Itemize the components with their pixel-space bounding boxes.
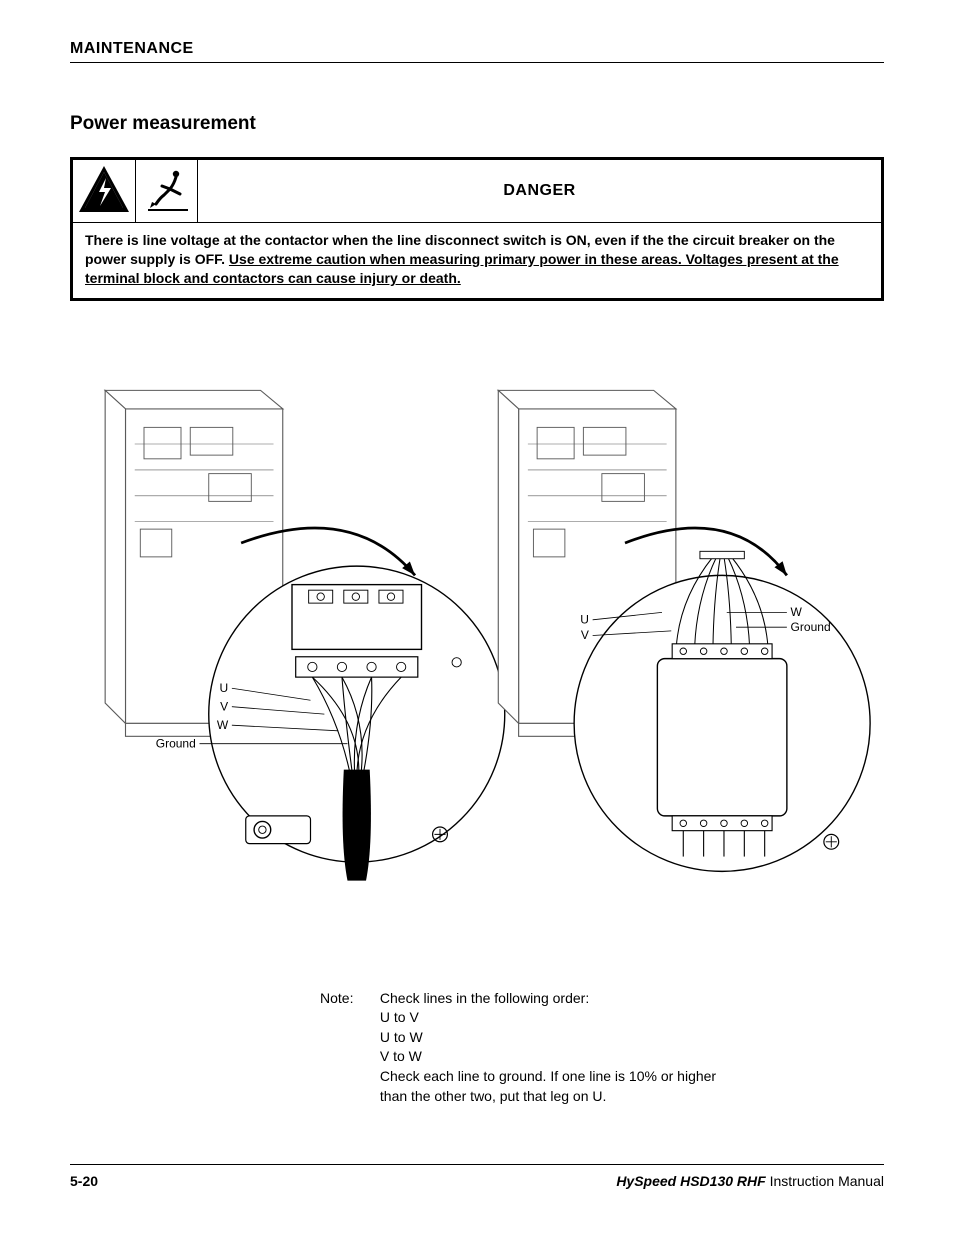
manual-page: MAINTENANCE Power measurement bbox=[0, 0, 954, 1235]
svg-text:W: W bbox=[791, 605, 803, 619]
page-footer: 5-20 HySpeed HSD130 RHF Instruction Manu… bbox=[70, 1164, 884, 1189]
note-block: Note: Check lines in the following order… bbox=[320, 989, 740, 1107]
svg-text:U: U bbox=[580, 612, 589, 626]
danger-body: There is line voltage at the contactor w… bbox=[73, 223, 881, 298]
footer-model: HySpeed HSD130 RHF bbox=[616, 1173, 765, 1189]
danger-header: DANGER bbox=[73, 160, 881, 223]
electric-shock-warning-icon bbox=[73, 160, 135, 222]
svg-text:V: V bbox=[581, 628, 589, 642]
page-number: 5-20 bbox=[70, 1173, 98, 1189]
footer-suffix: Instruction Manual bbox=[766, 1173, 884, 1189]
footer-rule bbox=[70, 1164, 884, 1165]
note-label: Note: bbox=[320, 989, 376, 1009]
danger-callout: DANGER There is line voltage at the cont… bbox=[70, 157, 884, 301]
power-measurement-diagram: UVWGroundUWVGround bbox=[70, 359, 884, 949]
danger-title: DANGER bbox=[198, 160, 881, 222]
svg-text:Ground: Ground bbox=[791, 620, 831, 634]
header-rule bbox=[70, 62, 884, 63]
note-body: Check lines in the following order:U to … bbox=[380, 989, 730, 1107]
subsection-title: Power measurement bbox=[70, 113, 884, 135]
svg-text:W: W bbox=[217, 718, 229, 732]
svg-text:Ground: Ground bbox=[156, 736, 196, 750]
electric-hazard-person-icon bbox=[135, 160, 197, 222]
svg-text:U: U bbox=[219, 681, 228, 695]
footer-manual-ref: HySpeed HSD130 RHF Instruction Manual bbox=[616, 1173, 884, 1189]
svg-text:V: V bbox=[220, 699, 228, 713]
danger-icons bbox=[73, 160, 198, 222]
section-header: MAINTENANCE bbox=[70, 40, 884, 58]
